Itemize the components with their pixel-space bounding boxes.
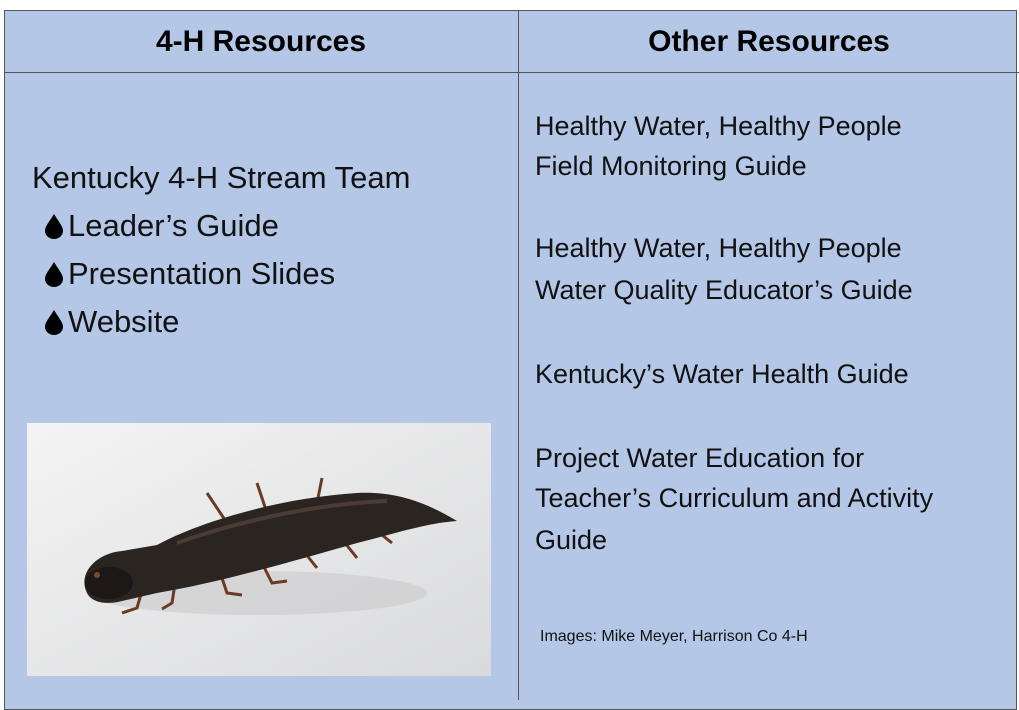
item-text: Website — [68, 304, 179, 339]
column-header: 4-H Resources — [4, 14, 518, 70]
column-header: Other Resources — [519, 14, 1019, 70]
drop-icon — [44, 261, 64, 287]
resource-line: Healthy Water, Healthy People — [535, 111, 902, 142]
resource-line: Teacher’s Curriculum and Activity — [535, 483, 933, 514]
resource-line: Guide — [535, 525, 607, 556]
resource-item: Leader’s Guide — [44, 208, 279, 244]
item-text: Presentation Slides — [68, 256, 335, 291]
resource-line: Project Water Education for — [535, 443, 864, 474]
item-text: Leader’s Guide — [68, 208, 279, 243]
resource-line: Healthy Water, Healthy People — [535, 233, 902, 264]
column-divider — [518, 10, 519, 700]
resource-line: Kentucky’s Water Health Guide — [535, 359, 909, 390]
page: 4-H Resources Other Resources Kentucky 4… — [0, 0, 1019, 700]
larva-photo — [27, 423, 491, 676]
drop-icon — [44, 213, 64, 239]
resource-item: Website — [44, 304, 179, 340]
resource-line: Field Monitoring Guide — [535, 151, 807, 182]
resource-line: Water Quality Educator’s Guide — [535, 275, 913, 306]
drop-icon — [44, 309, 64, 335]
header-divider — [4, 72, 1019, 73]
image-credit: Images: Mike Meyer, Harrison Co 4-H — [540, 628, 808, 646]
program-title: Kentucky 4-H Stream Team — [32, 160, 410, 196]
resource-item: Presentation Slides — [44, 256, 335, 292]
